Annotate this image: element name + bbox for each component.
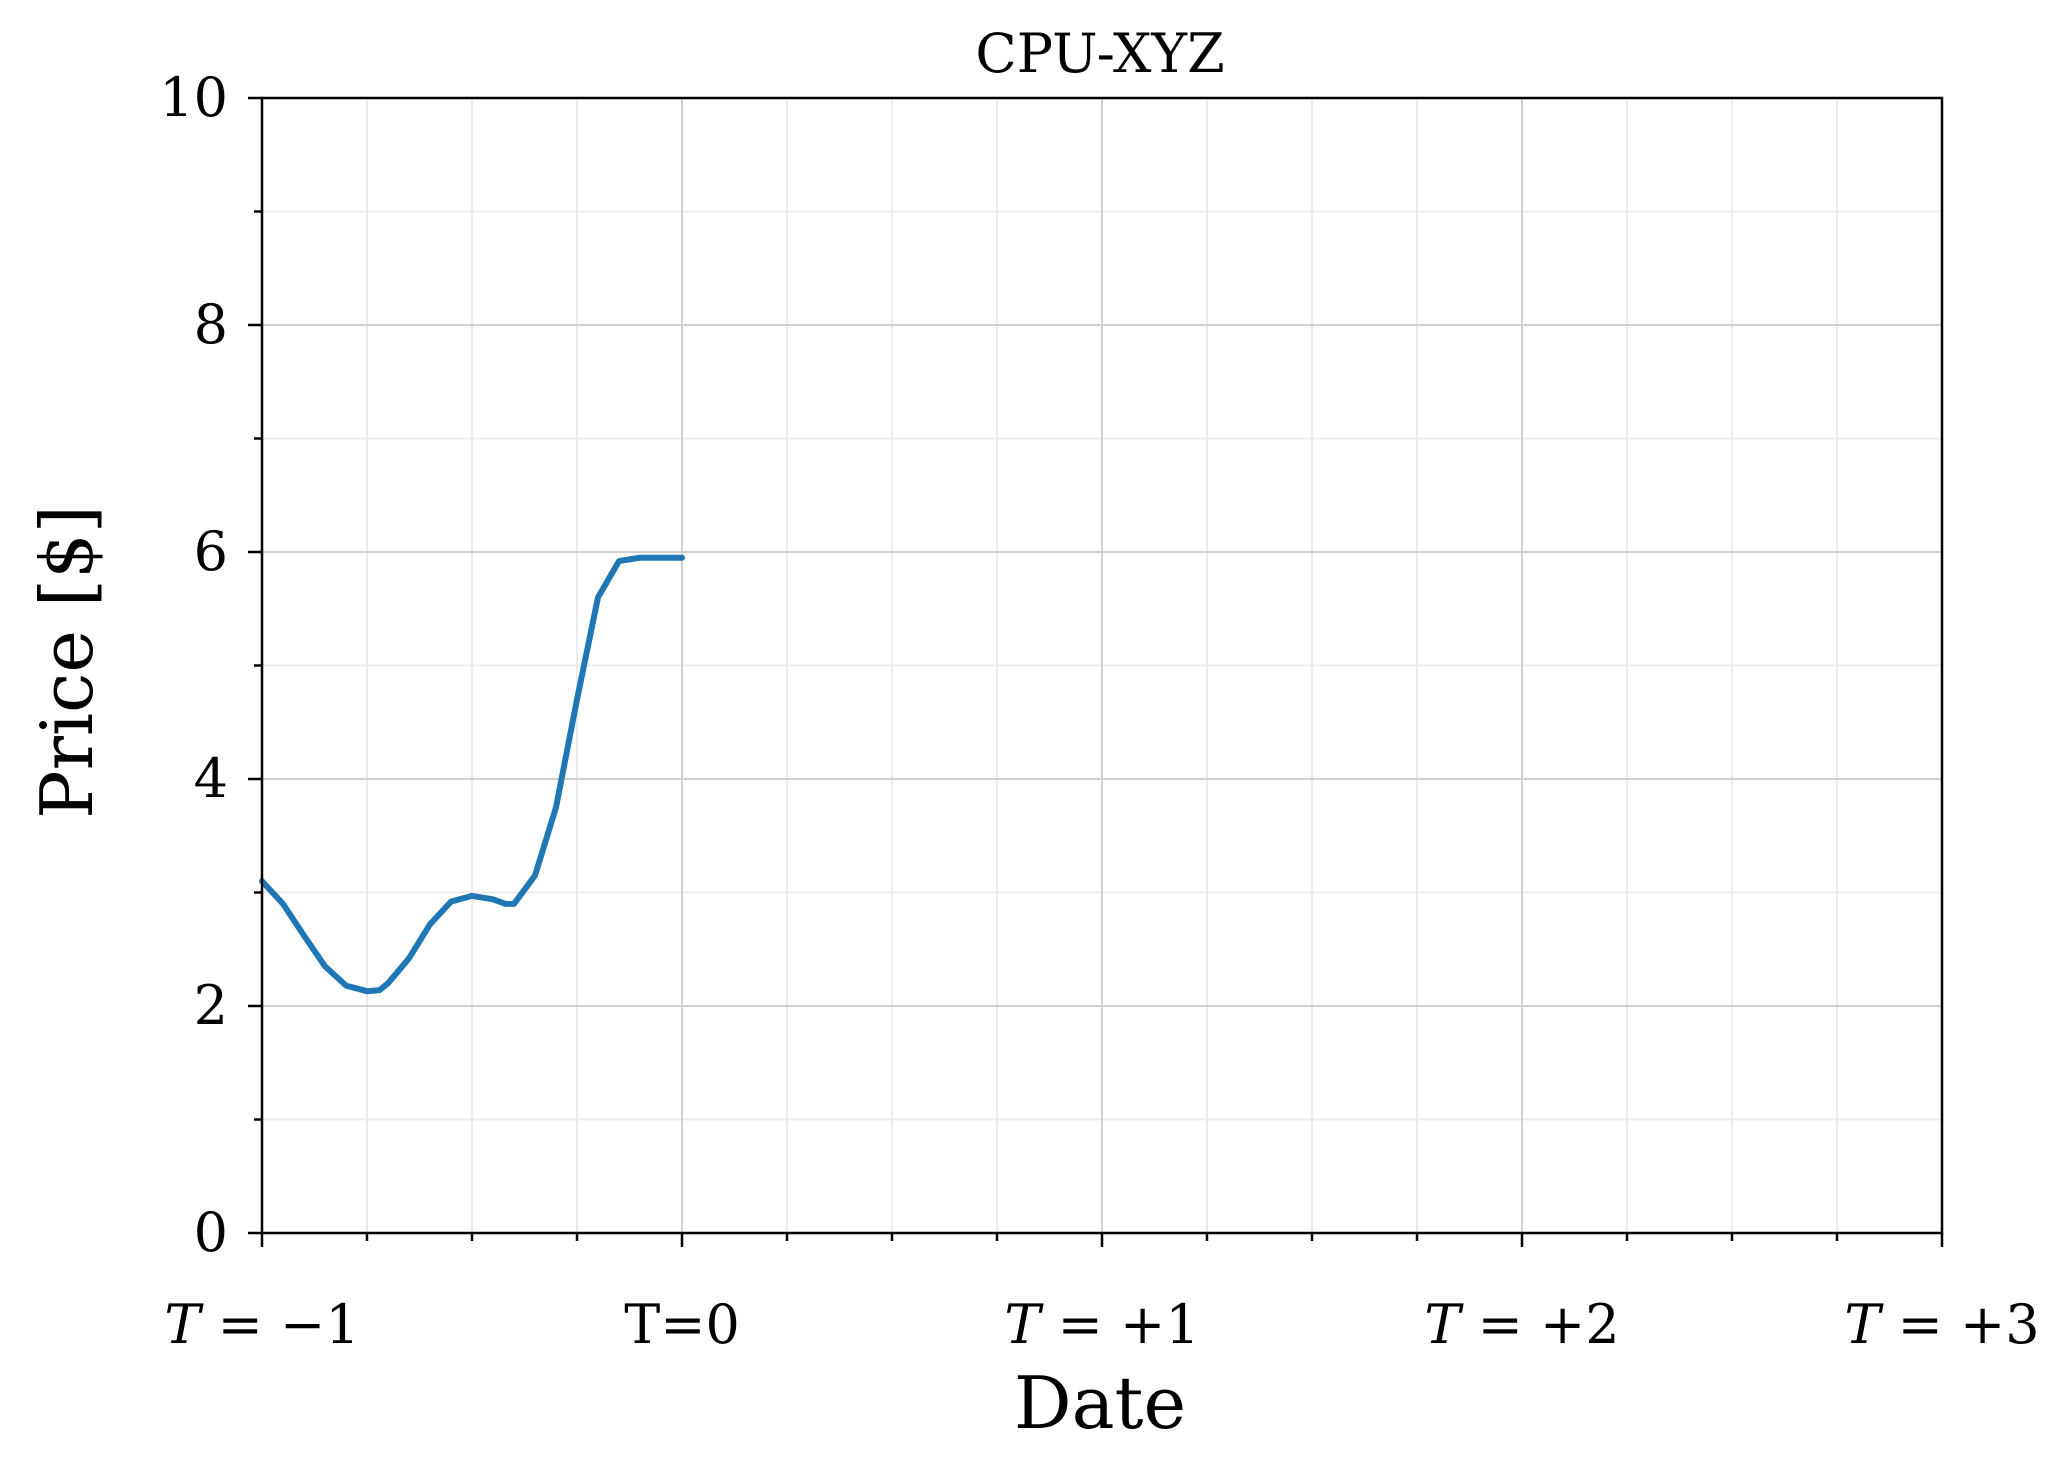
price-series-line: [259, 554, 685, 995]
y-tick-label: 0: [194, 1201, 228, 1264]
grid: [261, 97, 1943, 1234]
series-layer: [259, 554, 685, 995]
ticks: [248, 96, 1944, 1247]
x-axis-title: Date: [1014, 1361, 1186, 1445]
x-tick-label: T = +3: [1844, 1293, 2039, 1356]
x-tick-label: T = +1: [1004, 1293, 1199, 1356]
y-tick-label: 6: [194, 520, 228, 583]
y-axis-title: Price [$]: [25, 505, 109, 819]
chart-title: CPU-XYZ: [975, 22, 1224, 85]
x-tick-label: T = +2: [1424, 1293, 1619, 1356]
labels: CPU-XYZ Date Price [$] 0 2 4 6 8 10 T = −1 T=0 T…: [25, 22, 2040, 1445]
x-tick-label: T=0: [624, 1293, 740, 1356]
y-tick-label: 10: [159, 66, 228, 129]
y-tick-label: 2: [194, 974, 228, 1037]
y-tick-label: 8: [194, 293, 228, 356]
y-tick-label: 4: [194, 747, 228, 810]
x-tick-label: T = −1: [164, 1293, 359, 1356]
